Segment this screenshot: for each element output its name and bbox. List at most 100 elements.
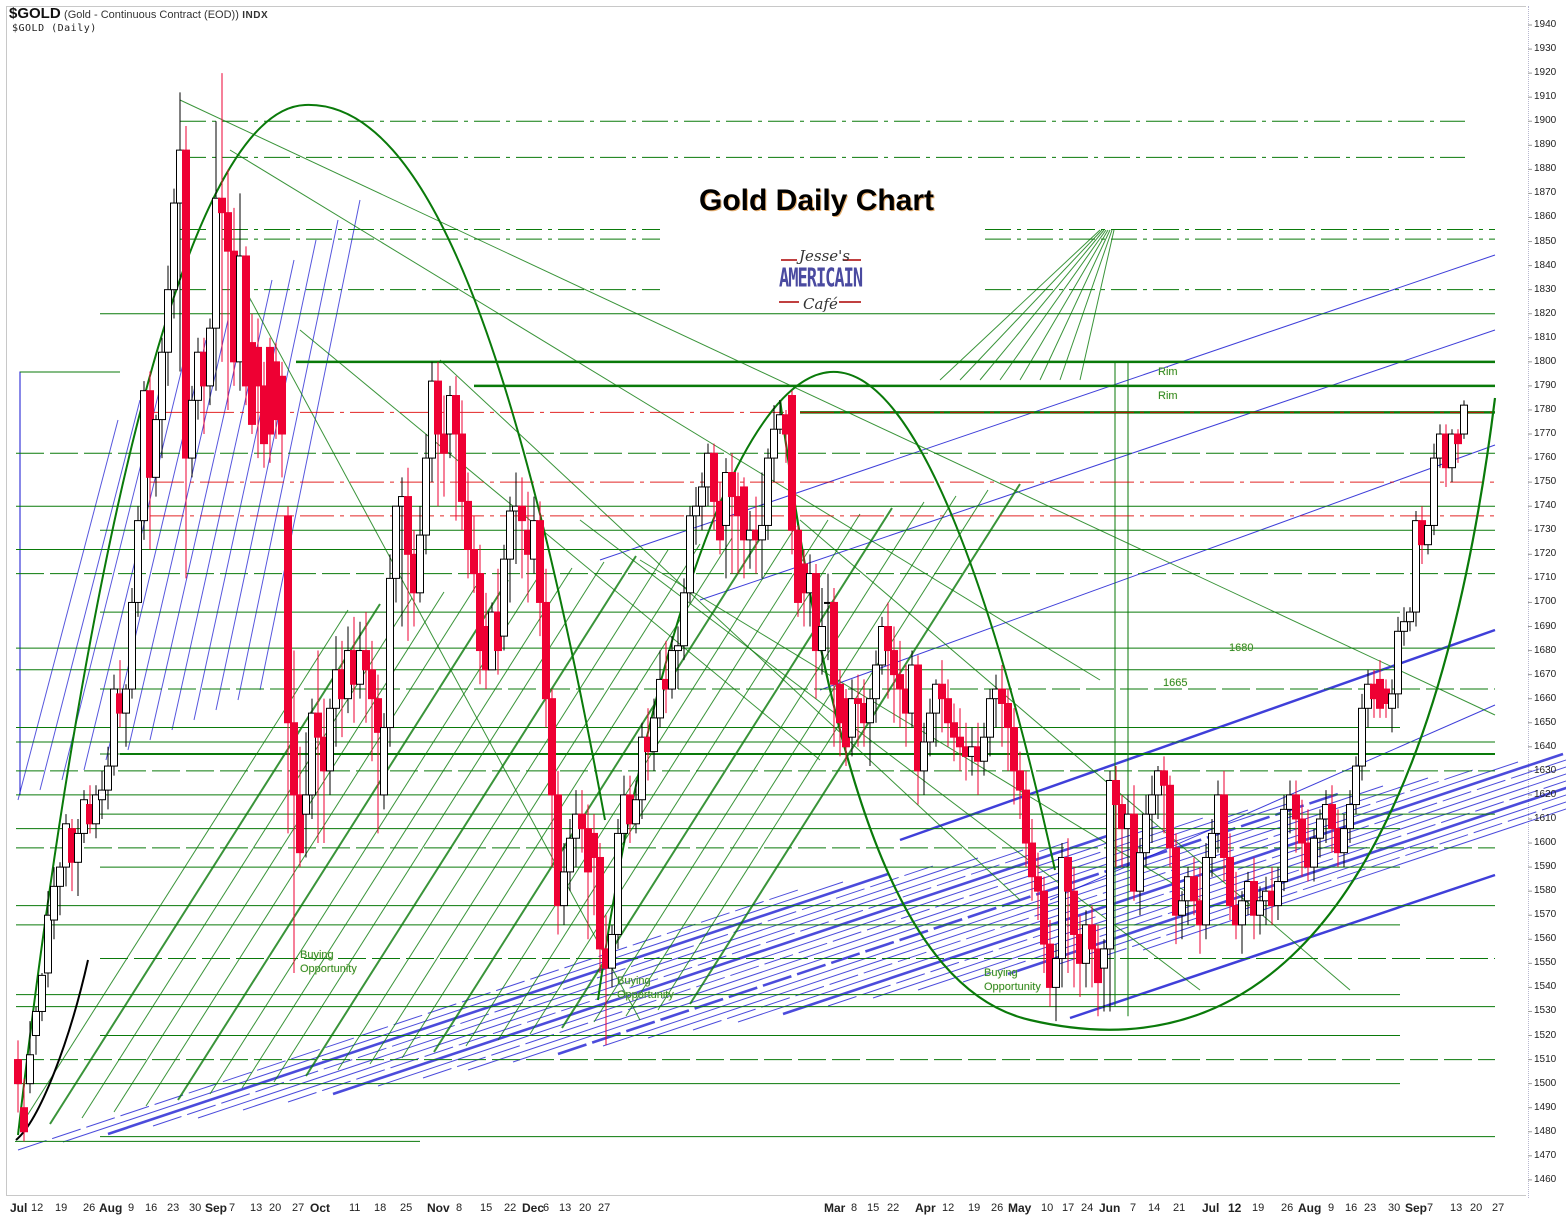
candle-down	[470, 549, 478, 575]
green-fan-line	[625, 495, 957, 1017]
candle-down	[1190, 876, 1198, 902]
candle-up	[1406, 611, 1414, 623]
x-tick-label: Sep	[205, 1201, 228, 1215]
candle-up	[560, 871, 568, 907]
green-fan-line	[177, 579, 509, 1101]
candle-up	[188, 399, 196, 459]
annotation-rim1: Rim	[1158, 365, 1178, 379]
x-tick-label: 9	[1328, 1202, 1335, 1214]
candle-down	[554, 794, 562, 907]
candle-down	[368, 669, 376, 700]
blue-fan-line	[1097, 801, 1566, 959]
candle-up	[506, 510, 514, 560]
logo-line1: Jesse's	[799, 247, 850, 265]
candle-up	[1178, 900, 1186, 916]
x-tick-label: 19	[55, 1202, 68, 1214]
candle-down	[254, 346, 262, 387]
candle-down	[1226, 856, 1234, 907]
candle-down	[578, 813, 586, 830]
blue-steep-line	[193, 259, 295, 721]
blue-fan-line	[1142, 808, 1566, 951]
x-tick-label: 12	[31, 1202, 44, 1214]
x-tick-label: 26	[1281, 1202, 1294, 1214]
candle-down	[788, 395, 796, 531]
candle-up	[566, 837, 574, 873]
candle-up	[158, 351, 166, 421]
candle-up	[764, 457, 772, 526]
candle-up	[1280, 808, 1288, 883]
annotation-buy2: Buying Opportunity	[617, 974, 674, 1002]
y-tick-label: 1630	[1534, 764, 1557, 776]
candle-up	[1208, 832, 1216, 858]
green-fan-line	[145, 585, 477, 1107]
candle-up	[758, 524, 766, 541]
candle-up	[1106, 779, 1114, 950]
symbol-description: (Gold - Continuous Contract (EOD))	[64, 9, 239, 21]
candle-up	[1202, 856, 1210, 926]
blue-steep-line	[127, 319, 229, 751]
y-tick-label: 1850	[1534, 235, 1557, 247]
y-tick-label: 1570	[1534, 909, 1557, 921]
annotation-l1680: 1680	[1229, 641, 1253, 655]
candle-up	[872, 664, 880, 700]
blue-fan-line	[422, 817, 1204, 1079]
jesses-cafe-logo: Jesse's AMERICAIN Café	[777, 247, 865, 319]
symbol-header: $GOLD (Gold - Continuous Contract (EOD))…	[9, 5, 268, 22]
y-tick-label: 1680	[1534, 644, 1557, 656]
x-tick-label: Oct	[310, 1201, 331, 1215]
candle-down	[1004, 702, 1012, 729]
green-fan-line	[529, 513, 861, 1035]
arc-1	[17, 103, 606, 1136]
y-tick-label: 1590	[1534, 861, 1557, 873]
x-tick-label: 14	[1148, 1202, 1161, 1214]
logo-stripe	[839, 301, 861, 303]
x-tick-label: 16	[1345, 1202, 1358, 1214]
green-fan-line	[49, 603, 381, 1125]
green-fan-line	[337, 549, 669, 1071]
candle-down	[596, 856, 604, 950]
candle-up	[1100, 948, 1108, 969]
candle-down	[20, 1107, 28, 1133]
candle-down	[284, 515, 292, 724]
candle-up	[500, 558, 508, 637]
x-tick-label: 20	[269, 1202, 282, 1214]
blue-fan-line	[17, 889, 799, 1151]
y-tick-label: 1540	[1534, 981, 1557, 993]
candle-up	[104, 765, 112, 791]
candle-down	[1112, 779, 1120, 806]
candle-up	[986, 698, 994, 738]
annotation-line: Rim	[1158, 366, 1178, 378]
candle-up	[74, 832, 82, 863]
green-fan-line	[241, 567, 573, 1089]
x-tick-label: 9	[128, 1202, 135, 1214]
blue-fan-line	[1007, 786, 1566, 976]
candle-down	[938, 683, 946, 700]
blue-trend-line	[699, 329, 1496, 601]
candle-down	[956, 736, 964, 748]
y-tick-label: 1740	[1534, 500, 1557, 512]
candle-down	[1328, 804, 1336, 830]
candle-up	[1274, 881, 1282, 907]
candle-down	[1454, 433, 1462, 445]
blue-trend-line	[599, 254, 1496, 561]
chart-subtitle: $GOLD (Daily)	[12, 23, 97, 34]
x-tick-label: 8	[456, 1202, 463, 1214]
blue-fan-line	[827, 759, 1566, 1007]
blue-fan-line	[602, 785, 1384, 1047]
candle-down	[944, 698, 952, 724]
y-tick-label: 1600	[1534, 837, 1557, 849]
candle-down	[542, 601, 550, 700]
candle-up	[170, 202, 178, 291]
green-descending-line	[439, 359, 1021, 901]
x-tick-label: 6	[543, 1202, 550, 1214]
candle-up	[212, 197, 220, 329]
candle-down	[1034, 876, 1042, 892]
candle-down	[296, 794, 304, 854]
x-tick-label: 11	[349, 1202, 361, 1214]
green-fan-line	[657, 489, 989, 1011]
blue-steep-line	[39, 399, 141, 791]
candle-up	[980, 736, 988, 762]
y-tick-label: 1900	[1534, 115, 1557, 127]
candle-down	[218, 197, 226, 214]
x-tick-label: 12	[942, 1202, 955, 1214]
